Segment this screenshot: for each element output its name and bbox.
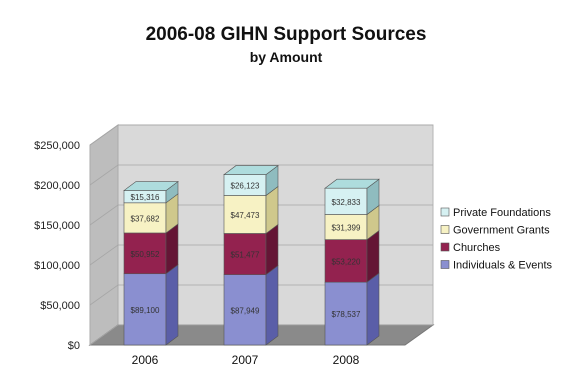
x-tick-label: 2008 bbox=[333, 353, 360, 367]
plot-side-wall bbox=[89, 124, 119, 346]
bar-segment-top bbox=[324, 178, 380, 189]
data-label: $53,220 bbox=[332, 257, 361, 266]
legend-swatch bbox=[440, 260, 450, 269]
chart-title: 2006-08 GIHN Support Sources bbox=[145, 24, 427, 45]
data-label: $50,952 bbox=[131, 250, 160, 259]
bar-segment bbox=[223, 233, 267, 275]
y-tick-label: $200,000 bbox=[34, 180, 80, 192]
y-tick-label: $100,000 bbox=[34, 260, 80, 272]
data-label: $37,682 bbox=[131, 214, 160, 223]
data-label: $15,316 bbox=[131, 193, 160, 202]
legend-label: Private Foundations bbox=[453, 207, 551, 219]
legend-swatch bbox=[440, 242, 450, 252]
legend-swatch bbox=[440, 207, 450, 217]
bar-segment bbox=[324, 239, 368, 283]
bar-segment bbox=[123, 202, 167, 234]
data-label: $32,833 bbox=[332, 198, 361, 207]
x-tick-label: 2006 bbox=[132, 353, 159, 367]
bar-segment bbox=[324, 214, 368, 240]
bar-segment-top bbox=[123, 181, 179, 191]
bar-segment bbox=[324, 187, 368, 215]
data-label: $31,399 bbox=[332, 224, 361, 233]
data-label: $87,949 bbox=[231, 306, 260, 315]
legend-swatch bbox=[440, 225, 450, 234]
data-label: $47,473 bbox=[231, 211, 260, 220]
y-tick-label: $0 bbox=[68, 340, 80, 352]
legend-label: Churches bbox=[453, 242, 501, 254]
x-tick-label: 2007 bbox=[232, 353, 259, 367]
data-label: $78,537 bbox=[332, 310, 361, 319]
data-label: $89,100 bbox=[131, 306, 160, 315]
y-tick-label: $50,000 bbox=[40, 300, 80, 312]
bar-segment-side bbox=[265, 265, 279, 346]
bar-segment-side bbox=[366, 272, 380, 346]
y-tick-label: $150,000 bbox=[34, 220, 80, 232]
bar-segment bbox=[223, 195, 267, 234]
data-label: $26,123 bbox=[231, 182, 260, 191]
chart-subtitle: by Amount bbox=[249, 49, 323, 65]
bar-segment-side bbox=[165, 264, 179, 346]
bar-segment-top bbox=[223, 165, 279, 175]
gridline bbox=[89, 124, 433, 146]
legend-label: Government Grants bbox=[453, 225, 550, 237]
data-label: $51,477 bbox=[231, 251, 260, 260]
y-tick-label: $250,000 bbox=[34, 140, 80, 152]
gridline bbox=[89, 164, 433, 186]
bar-segment bbox=[223, 274, 267, 346]
legend-label: Individuals & Events bbox=[453, 260, 553, 272]
